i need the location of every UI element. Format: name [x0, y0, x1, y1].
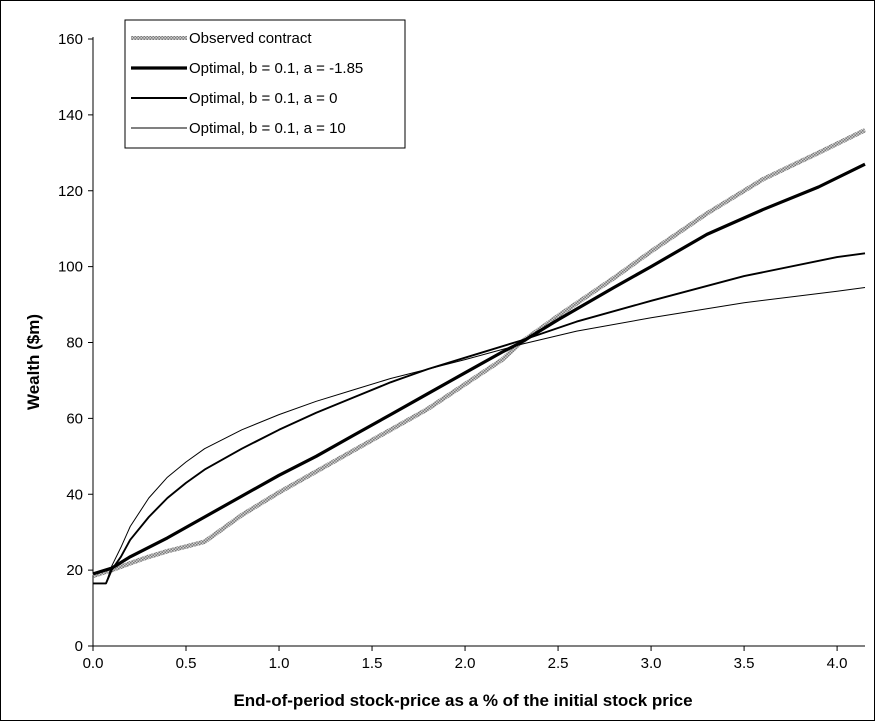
x-tick-label: 0.5: [176, 655, 197, 672]
y-axis-ticks: 0 20 40 60 80 100 120 140 160: [58, 31, 93, 655]
legend-label-3: Optimal, b = 0.1, a = 0: [189, 90, 337, 107]
y-tick-label: 160: [58, 31, 83, 48]
x-axis-title: End-of-period stock-price as a % of the …: [233, 691, 692, 710]
series-line-4: [93, 287, 866, 584]
series-line-1: [92, 128, 866, 578]
x-tick-label: 0.0: [83, 655, 104, 672]
series-layer: [92, 128, 866, 585]
y-tick-label: 0: [75, 638, 83, 655]
y-tick-label: 20: [66, 562, 83, 579]
y-tick-label: 40: [66, 486, 83, 503]
x-tick-label: 4.0: [827, 655, 848, 672]
legend-label-1: Observed contract: [189, 30, 312, 47]
x-axis-ticks: 0.0 0.5 1.0 1.5 2.0 2.5 3.0 3.5 4.0: [83, 646, 848, 672]
plot-area: [92, 37, 865, 647]
y-tick-label: 140: [58, 107, 83, 124]
y-tick-label: 60: [66, 410, 83, 427]
x-tick-label: 3.0: [641, 655, 662, 672]
legend: Observed contract Optimal, b = 0.1, a = -…: [124, 19, 406, 149]
x-tick-label: 1.5: [362, 655, 383, 672]
series-line-3: [93, 252, 866, 585]
legend-label-2: Optimal, b = 0.1, a = -1.85: [189, 60, 363, 77]
x-tick-label: 3.5: [734, 655, 755, 672]
x-tick-label: 2.5: [548, 655, 569, 672]
y-tick-label: 100: [58, 259, 83, 276]
legend-label-4: Optimal, b = 0.1, a = 10: [189, 120, 346, 137]
legend-box: [124, 19, 406, 149]
y-tick-label: 120: [58, 183, 83, 200]
x-tick-label: 1.0: [269, 655, 290, 672]
series-line-2: [92, 162, 866, 576]
y-axis-title: Wealth ($m): [24, 314, 43, 410]
x-tick-label: 2.0: [455, 655, 476, 672]
y-tick-label: 80: [66, 335, 83, 352]
